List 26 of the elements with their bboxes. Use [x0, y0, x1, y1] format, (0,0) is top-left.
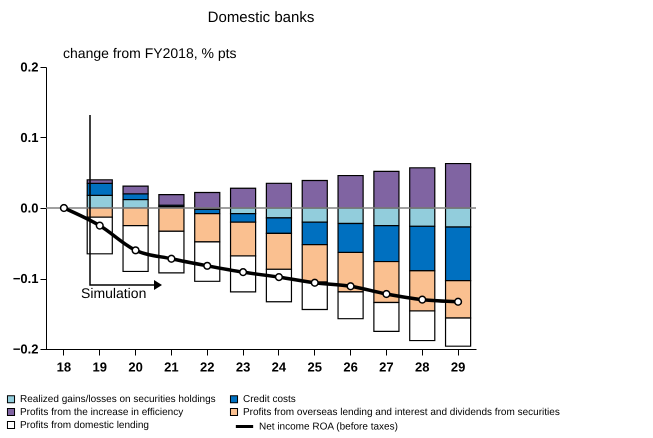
x-tick-label: 27: [379, 360, 394, 374]
y-axis-title: change from FY2018, % pts: [63, 45, 237, 61]
x-tick-label: 18: [56, 360, 72, 374]
y-tick-label: −0.2: [12, 342, 38, 356]
y-tick-label: −0.1: [12, 271, 38, 286]
legend-label: Realized gains/losses on securities holdings: [20, 394, 216, 406]
x-tick-label: 21: [164, 360, 179, 374]
x-tick-label: 19: [92, 360, 107, 374]
y-tick-label: 0.2: [20, 60, 38, 74]
annotation: Simulation: [81, 285, 146, 301]
x-tick-label: 29: [450, 360, 466, 374]
chart-title: Domestic banks: [208, 9, 314, 26]
x-tick-label: 28: [415, 360, 430, 374]
legend-label: Profits from the increase in efficiency: [20, 407, 184, 418]
x-tick-label: 25: [308, 360, 322, 374]
x-tick-label: 26: [343, 360, 358, 374]
legend-label: Net income ROA (before taxes): [259, 422, 398, 432]
x-tick-label: 20: [128, 360, 143, 374]
y-tick-label: 0.0: [20, 200, 38, 216]
legend-label: Profits from overseas lending and interest and dividends from securities: [243, 407, 560, 418]
x-tick-label: 23: [236, 360, 250, 374]
x-tick-label: 22: [200, 360, 214, 374]
legend-label: Profits from domestic lending: [20, 420, 149, 431]
y-tick-label: 0.1: [20, 130, 38, 145]
legend-label: Credit costs: [243, 394, 296, 406]
x-tick-label: 24: [272, 360, 287, 374]
